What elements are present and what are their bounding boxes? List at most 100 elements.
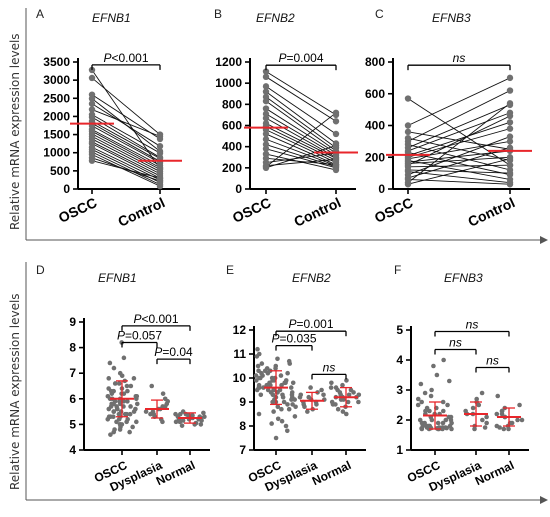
data-point <box>519 417 525 423</box>
data-point <box>279 418 285 424</box>
data-point <box>258 392 264 398</box>
data-point <box>119 373 125 379</box>
pair-line <box>91 129 161 166</box>
y-tick-label: 10 <box>233 371 247 385</box>
y-tick-label: 800 <box>222 97 242 111</box>
data-point <box>479 390 485 396</box>
data-point <box>314 402 319 407</box>
pair-line <box>265 144 337 168</box>
data-point <box>332 130 340 138</box>
significance-label: P=0.04 <box>154 345 193 359</box>
data-point <box>130 424 135 430</box>
significance-label: P<0.001 <box>103 51 148 65</box>
data-point <box>128 383 134 389</box>
significance-bracket <box>311 373 347 380</box>
data-point <box>284 428 290 434</box>
significance-label: ns <box>466 318 479 332</box>
chart-title: EFNB1 <box>92 11 131 25</box>
pair-line <box>265 76 337 122</box>
data-point <box>332 166 340 174</box>
data-point <box>262 145 270 152</box>
data-point <box>156 133 164 140</box>
panel-label: A <box>36 7 44 21</box>
y-tick-label: 800 <box>365 55 385 69</box>
significance-label: P=0.057 <box>117 328 162 342</box>
data-point <box>332 109 340 117</box>
y-axis-label-bottom: Relative mRNA expression levels <box>8 293 22 490</box>
x-tick-label: Control <box>115 194 167 230</box>
data-point <box>201 410 206 416</box>
chart-title: EFNB3 <box>444 271 483 285</box>
data-point <box>273 366 278 371</box>
panel-b: B EFNB2 0 200 400 600 800 1000 1200 OSCC Control P=… <box>214 7 358 230</box>
y-tick-label: 0 <box>63 182 70 196</box>
data-point <box>435 420 441 426</box>
data-point <box>419 426 424 431</box>
data-point <box>440 399 446 405</box>
data-point <box>125 388 130 394</box>
data-point <box>285 370 290 376</box>
data-point <box>335 406 341 412</box>
data-point <box>148 411 153 417</box>
pair-line <box>265 113 337 156</box>
x-tick-label: OSCC <box>230 194 273 226</box>
data-point <box>156 142 164 150</box>
data-point <box>134 419 139 425</box>
data-point <box>199 418 204 423</box>
pair-line <box>91 141 161 177</box>
data-point <box>254 378 259 383</box>
arrow-right-icon <box>540 236 548 244</box>
data-point <box>338 392 343 398</box>
data-point <box>111 414 116 420</box>
panel-label: D <box>36 263 45 277</box>
data-point <box>261 385 266 390</box>
pair-line <box>407 77 511 126</box>
y-tick-label: 200 <box>365 150 385 164</box>
data-point <box>356 399 361 405</box>
chart-title: EFNB2 <box>292 271 331 285</box>
data-point <box>404 122 412 129</box>
data-point <box>422 390 428 396</box>
data-point <box>279 406 284 412</box>
pair-line <box>407 121 511 157</box>
pair-line <box>407 104 511 149</box>
data-point <box>506 112 514 120</box>
data-point <box>173 419 179 425</box>
chart-title: EFNB2 <box>256 11 295 25</box>
data-point <box>341 397 346 402</box>
data-point <box>105 416 111 422</box>
data-point <box>329 380 334 386</box>
data-point <box>428 393 434 399</box>
data-point <box>441 408 446 414</box>
data-point <box>127 411 133 417</box>
data-point <box>88 74 96 82</box>
y-tick-label: 6 <box>69 392 76 406</box>
data-point <box>449 426 454 432</box>
data-point <box>88 106 96 113</box>
data-point <box>506 87 514 94</box>
y-tick-label: 400 <box>365 119 385 133</box>
data-point <box>444 425 449 431</box>
pair-line <box>407 112 511 152</box>
data-point <box>340 409 346 414</box>
data-point <box>106 406 112 412</box>
data-point <box>332 161 340 168</box>
pair-line <box>265 96 337 149</box>
pair-line <box>91 146 161 181</box>
pair-line <box>265 100 337 152</box>
y-tick-label: 8 <box>69 341 76 355</box>
data-point <box>288 385 294 390</box>
y-tick-label: 600 <box>365 87 385 101</box>
data-point <box>143 409 149 414</box>
pair-line <box>91 160 161 179</box>
chart-title: EFNB3 <box>432 11 471 25</box>
data-point <box>328 385 334 390</box>
y-tick-label: 1000 <box>215 76 242 90</box>
significance-label: P=0.004 <box>278 51 323 65</box>
y-tick-label: 11 <box>233 347 246 361</box>
data-point <box>340 382 345 388</box>
pair-line <box>265 117 337 158</box>
data-point <box>305 409 310 414</box>
y-tick-label: 2500 <box>43 91 70 105</box>
data-point <box>282 380 287 386</box>
